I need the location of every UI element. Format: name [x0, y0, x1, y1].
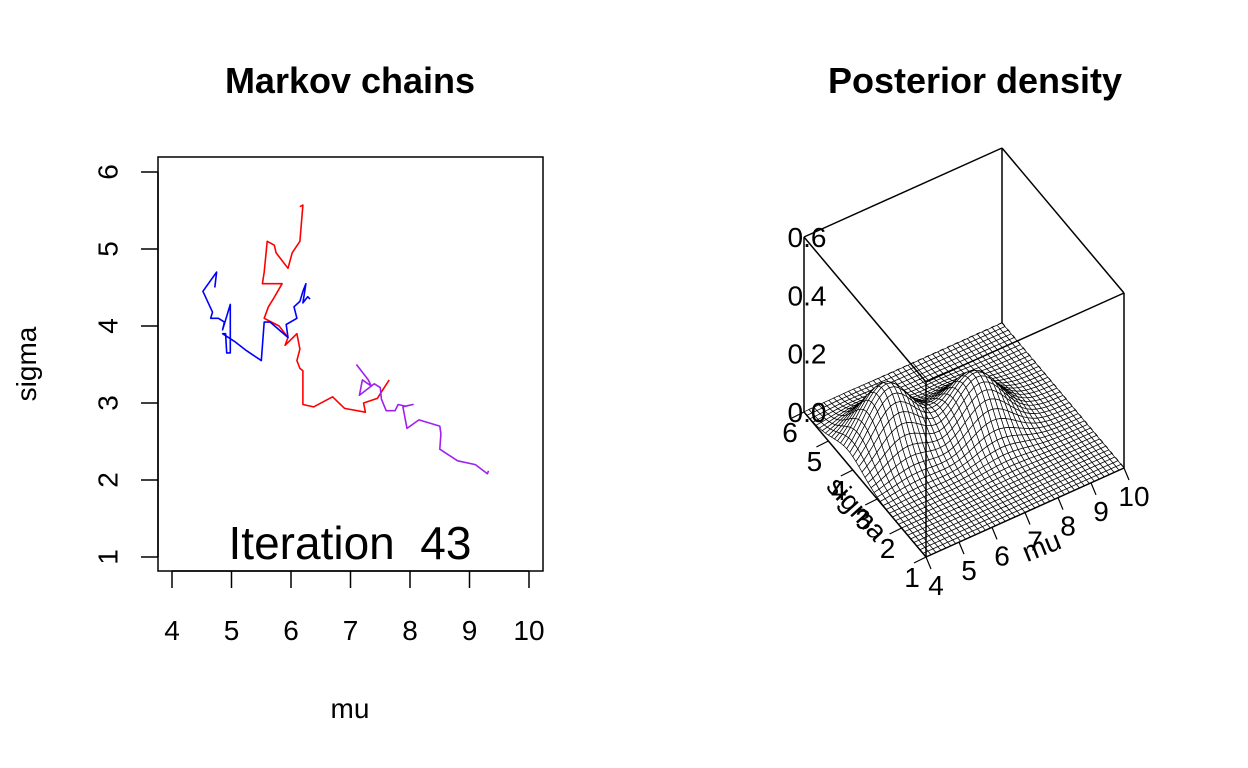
mu-tick-label: 8	[1060, 511, 1076, 542]
sigma-tick-mark	[889, 527, 902, 535]
mu-tick-mark	[1123, 467, 1130, 481]
y-tick-label: 2	[93, 472, 124, 488]
z-tick-label: 0.2	[788, 339, 827, 370]
density-surface-mesh	[803, 322, 1125, 558]
iteration-annotation: Iteration 43	[229, 517, 472, 569]
box-edge-front	[803, 236, 927, 383]
x-tick-label: 7	[343, 615, 359, 646]
chain-line-3	[355, 364, 490, 475]
mu-tick-label: 10	[1118, 481, 1149, 512]
mu-tick-label: 6	[994, 540, 1010, 571]
chain-lines-group	[202, 204, 490, 475]
perspective-box-back	[803, 148, 1125, 469]
y-tick-label: 5	[93, 241, 124, 257]
y-tick-label: 3	[93, 395, 124, 411]
chain-line-1	[261, 204, 390, 414]
sigma-tick-label: 2	[880, 533, 896, 564]
mu-tick-label: 7	[1027, 526, 1043, 557]
y-axis: 1 2 3 4 5 6	[93, 164, 159, 565]
x-axis-label: mu	[331, 693, 370, 724]
x-tick-label: 8	[402, 615, 418, 646]
sigma-tick-label: 1	[904, 562, 920, 593]
sigma-tick-label: 6	[782, 417, 798, 448]
mu-tick-label: 4	[928, 570, 944, 601]
x-tick-label: 5	[224, 615, 240, 646]
mu-axis-label: mu	[1018, 525, 1066, 568]
posterior-density-panel: Posterior density 4 5 6 7 8 9 101234560.00.20.…	[782, 60, 1149, 601]
z-tick-label: 0.6	[788, 222, 827, 253]
left-plot-frame	[157, 156, 544, 572]
y-axis-label: sigma	[11, 326, 42, 401]
sigma-tick-mark	[816, 440, 829, 448]
mu-tick-mark	[1057, 497, 1064, 510]
left-chart-title: Markov chains	[225, 60, 475, 101]
y-tick-label: 6	[93, 164, 124, 180]
box-edge-front	[803, 411, 927, 558]
mu-tick-mark	[1024, 512, 1031, 525]
x-tick-label: 10	[513, 615, 544, 646]
z-tick-label: 0.4	[788, 280, 827, 311]
x-tick-label: 4	[164, 615, 180, 646]
sigma-tick-mark	[864, 498, 878, 506]
box-edge-front	[803, 147, 1003, 238]
y-tick-label: 1	[93, 549, 124, 565]
mu-tick-label: 9	[1093, 496, 1109, 527]
sigma-tick-label: 4	[831, 475, 847, 506]
right-chart-title: Posterior density	[828, 60, 1122, 101]
y-tick-label: 4	[93, 318, 124, 334]
sigma-tick-mark	[840, 469, 854, 477]
sigma-tick-label: 5	[807, 446, 823, 477]
mu-tick-mark	[925, 556, 932, 570]
x-axis: 4 5 6 7 8 9 10	[164, 570, 545, 646]
z-tick-label: 0.0	[788, 397, 827, 428]
x-tick-label: 9	[462, 615, 478, 646]
chain-line-2	[202, 271, 311, 362]
mu-tick-mark	[1090, 482, 1097, 496]
box-edge-front	[1001, 147, 1125, 294]
x-tick-label: 6	[283, 615, 299, 646]
sigma-tick-mark	[791, 411, 805, 419]
mu-tick-mark	[958, 541, 965, 555]
box-edge-front	[925, 292, 1125, 383]
markov-chains-panel: Markov chains 4 5 6 7 8 9 10 1 2 3 4 5 6 mu sigma I…	[11, 60, 545, 724]
mu-tick-label: 5	[961, 555, 977, 586]
mu-tick-mark	[991, 527, 998, 540]
sigma-tick-label: 3	[855, 504, 871, 535]
sigma-tick-mark	[913, 556, 927, 564]
